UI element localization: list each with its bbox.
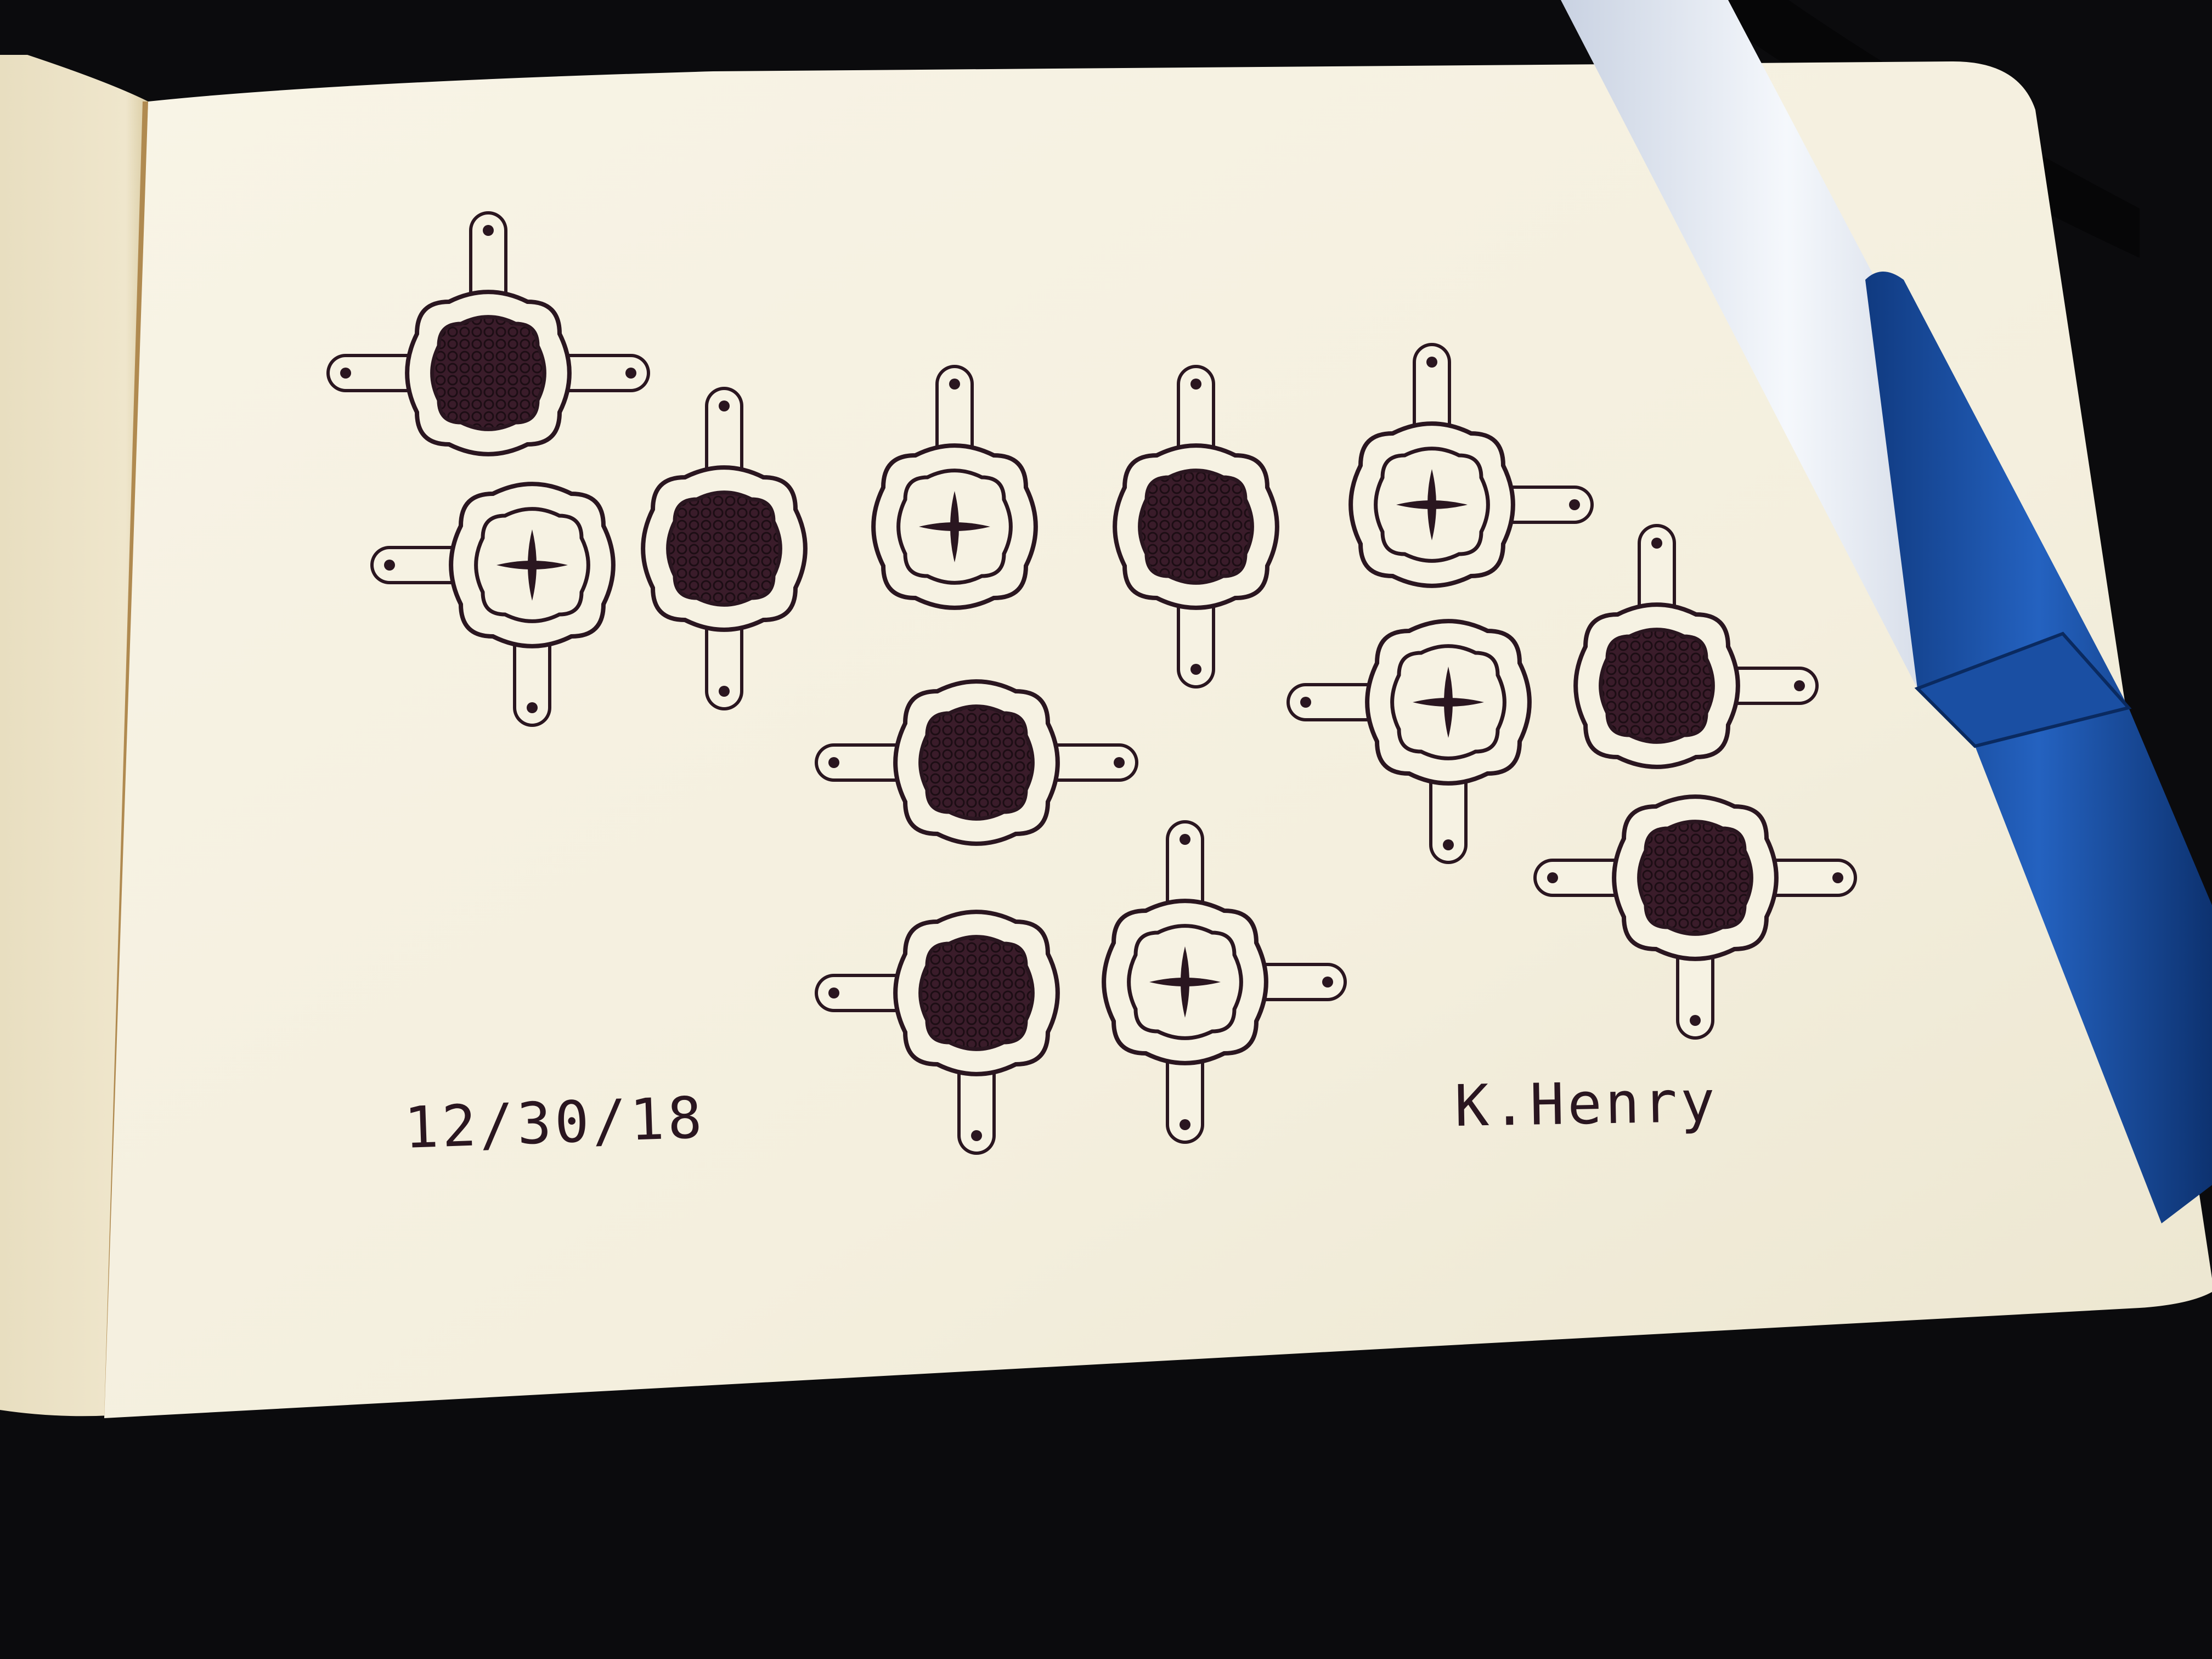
motif-1 xyxy=(326,211,650,456)
pen-cap xyxy=(1865,272,2212,1223)
motif-6 xyxy=(1348,343,1594,588)
motif-knob-dot xyxy=(1832,872,1843,883)
motif-3 xyxy=(641,387,808,710)
motif-knob-dot xyxy=(1180,1119,1190,1130)
sketchbook-left-page xyxy=(0,55,148,1417)
motif-knob-dot xyxy=(1322,977,1333,988)
motif-knob-dot xyxy=(1569,499,1580,510)
motif-knob-dot xyxy=(1690,1015,1701,1026)
motif-inner-quatrefoil xyxy=(430,315,546,431)
motif-knob-dot xyxy=(340,368,351,379)
motif-inner-quatrefoil xyxy=(1637,820,1753,936)
sketchbook-right-page xyxy=(104,61,2212,1418)
pen-cap-ring xyxy=(1914,631,2132,748)
motif-knob-dot xyxy=(1426,357,1437,368)
motif-knob-dot xyxy=(828,988,839,998)
motif-5 xyxy=(1113,365,1279,689)
motif-knob-dot xyxy=(527,702,538,713)
motif-knob-dot xyxy=(625,368,636,379)
motif-knob-dot xyxy=(719,686,730,697)
motif-11 xyxy=(1102,820,1347,1144)
ballpoint-pen xyxy=(1561,0,2212,1223)
motif-cross-vertical xyxy=(1444,667,1453,738)
motif-knob-dot xyxy=(1300,697,1311,708)
motif-7 xyxy=(815,679,1138,846)
motif-8 xyxy=(1286,619,1532,864)
motif-knob-dot xyxy=(1794,680,1805,691)
motif-10 xyxy=(815,910,1060,1155)
motif-inner-quatrefoil xyxy=(666,490,782,607)
motif-knob-dot xyxy=(719,400,730,411)
motif-12 xyxy=(1533,794,1857,1040)
motif-knob-dot xyxy=(1190,664,1201,675)
motif-4 xyxy=(871,365,1038,610)
motif-knob-dot xyxy=(1180,834,1190,845)
motif-knob-dot xyxy=(483,225,494,236)
motif-inner-quatrefoil xyxy=(1599,628,1715,744)
motif-knob-dot xyxy=(1651,538,1662,549)
date-handwriting: 12/30/18 xyxy=(403,1084,707,1161)
ink-drawing xyxy=(326,211,1857,1155)
motif-knob-dot xyxy=(1190,379,1201,390)
motif-cross-vertical xyxy=(950,491,959,562)
motif-inner-quatrefoil xyxy=(918,704,1035,821)
signature-handwriting: K.Henry xyxy=(1454,1068,1718,1139)
motif-knob-dot xyxy=(1114,757,1125,768)
motif-2 xyxy=(370,482,616,727)
motif-cross-vertical xyxy=(1181,946,1189,1018)
motif-knob-dot xyxy=(1443,839,1454,850)
motif-cross-vertical xyxy=(1427,469,1436,540)
motif-knob-dot xyxy=(384,560,395,571)
motif-cross-vertical xyxy=(528,529,537,601)
motif-knob-dot xyxy=(1547,872,1558,883)
motif-9 xyxy=(1573,524,1819,769)
motif-knob-dot xyxy=(949,379,960,390)
motif-knob-dot xyxy=(828,757,839,768)
motif-knob-dot xyxy=(971,1130,982,1141)
motif-inner-quatrefoil xyxy=(1138,469,1254,585)
motif-inner-quatrefoil xyxy=(918,935,1035,1051)
